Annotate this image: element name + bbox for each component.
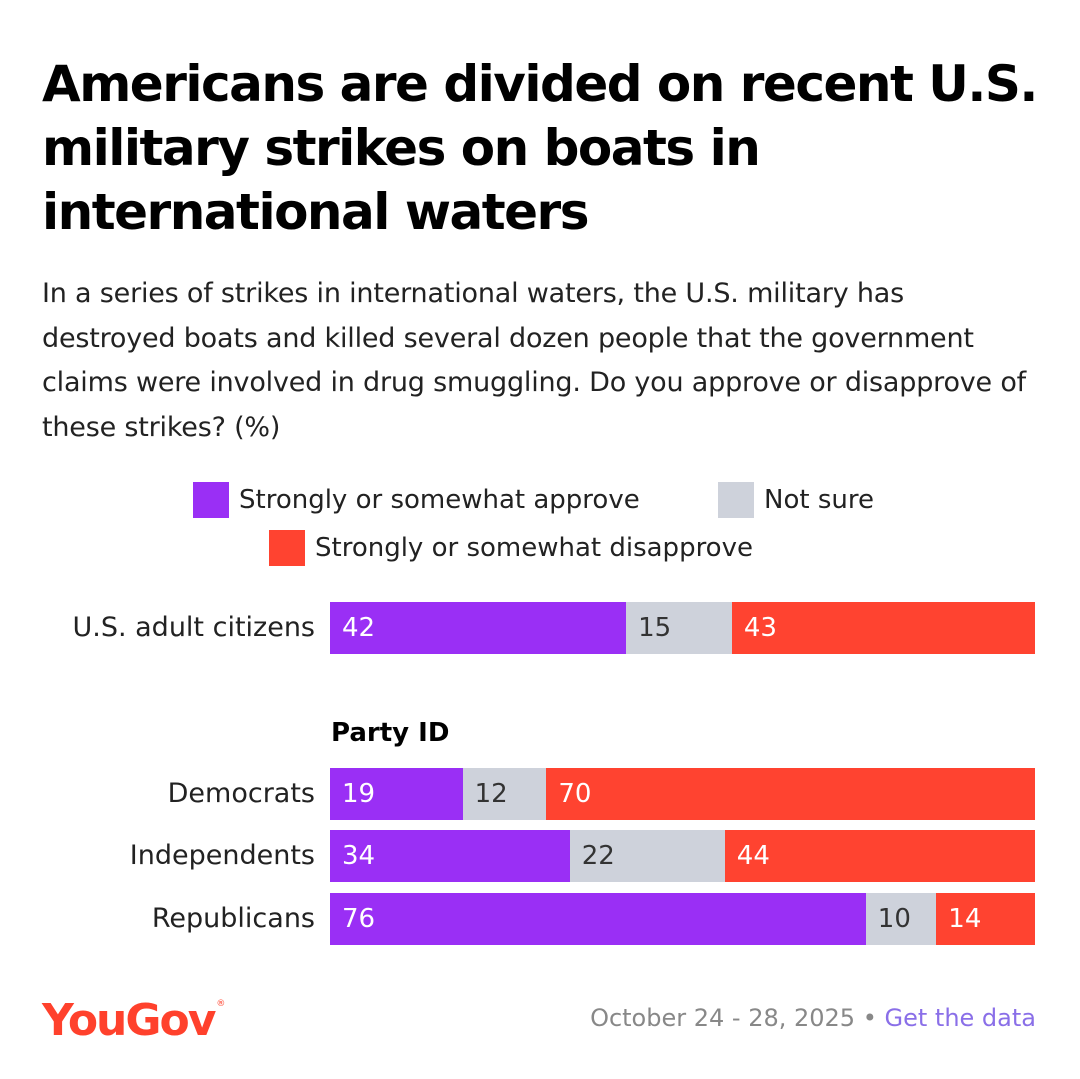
bar-segment-not-sure: 12 [462,768,547,820]
chart-subtitle: In a series of strikes in international … [42,278,1026,443]
legend-label-approve: Strongly or somewhat approve [239,485,640,515]
chart-title: Americans are divided on recent U.S. mil… [42,55,1038,241]
bar-u-s-adult-citizens: 42 15 43 [330,602,1035,654]
data-label-approve: 76 [342,904,376,934]
data-label-disapprove: 44 [736,841,770,871]
data-label-approve: 34 [342,841,376,871]
yougov-logo: YouGov ® [42,995,226,1046]
data-label-not-sure: 22 [581,841,615,871]
logo-text: YouGov [42,995,216,1046]
bar-segment-approve: 34 [330,830,570,882]
data-label-disapprove: 43 [743,613,777,643]
bar-segment-approve: 42 [330,602,627,654]
legend-swatch-not-sure [718,482,754,518]
legend-item-not-sure: Not sure [718,482,874,518]
bar-segment-not-sure: 22 [569,830,725,882]
legend-item-disapprove: Strongly or somewhat disapprove [269,530,753,566]
row-label-republicans: Republicans [151,903,315,934]
footer-separator: • [862,1004,877,1032]
legend-label-disapprove: Strongly or somewhat disapprove [315,533,753,563]
legend-swatch-approve [193,482,229,518]
legend-swatch-disapprove [269,530,305,566]
bar-segment-disapprove: 14 [936,893,1035,945]
get-the-data-link[interactable]: Get the data [884,1004,1036,1032]
bar-segment-disapprove: 44 [724,830,1035,882]
bar-segment-not-sure: 15 [626,602,732,654]
footer: October 24 - 28, 2025 • Get the data [590,1004,1036,1032]
row-label-democrats: Democrats [167,778,315,809]
data-label-not-sure: 15 [638,613,672,643]
bar-independents: 34 22 44 [330,830,1035,882]
bar-segment-disapprove: 70 [546,768,1035,820]
data-label-approve: 42 [342,613,376,643]
data-label-approve: 19 [342,779,376,809]
bar-segment-approve: 76 [330,893,866,945]
legend-item-approve: Strongly or somewhat approve [193,482,640,518]
footer-date: October 24 - 28, 2025 [590,1004,856,1032]
row-label-independents: Independents [129,840,315,871]
bar-segment-not-sure: 10 [865,893,937,945]
bar-democrats: 19 12 70 [330,768,1035,820]
legend-label-not-sure: Not sure [764,485,874,515]
data-label-disapprove: 14 [948,904,982,934]
row-label-u-s-adult-citizens: U.S. adult citizens [72,612,315,643]
bar-segment-disapprove: 43 [731,602,1035,654]
data-label-not-sure: 10 [877,904,911,934]
bar-republicans: 76 10 14 [330,893,1035,945]
bar-segment-approve: 19 [330,768,463,820]
data-label-not-sure: 12 [474,779,508,809]
registered-mark: ® [216,999,226,1009]
data-label-disapprove: 70 [558,779,592,809]
group-label-party-id: Party ID [331,718,450,748]
